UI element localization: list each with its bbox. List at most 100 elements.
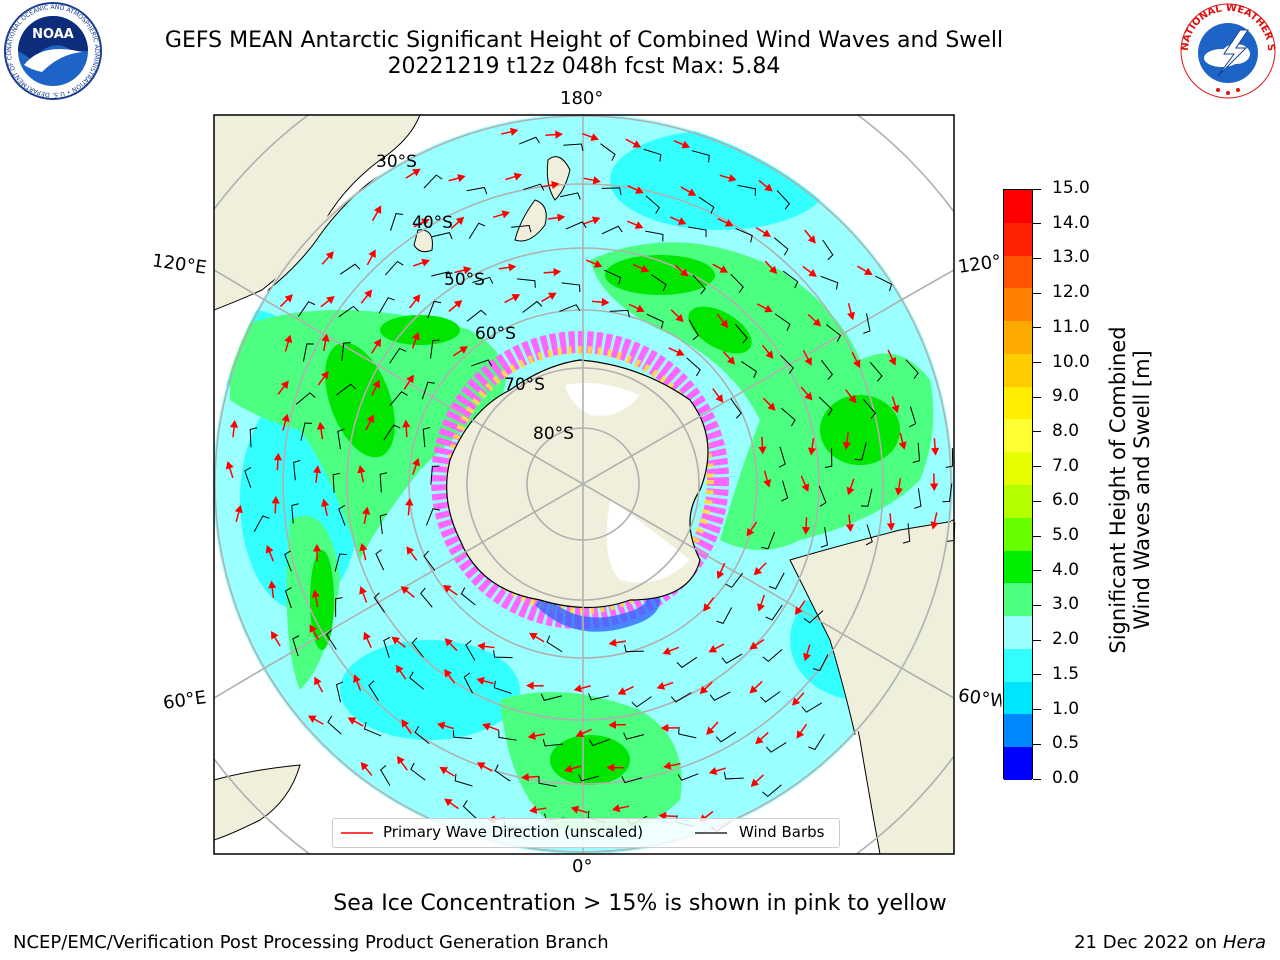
wave-arrow-head — [768, 265, 778, 275]
colorbar-tick-mark — [1033, 292, 1041, 294]
wind-barb — [735, 228, 753, 243]
wave-arrow-head — [720, 319, 729, 329]
wave-arrow-head — [273, 452, 283, 461]
wind-barb — [389, 391, 408, 406]
wind-barb — [715, 731, 737, 743]
wind-barb — [335, 597, 343, 617]
wave-arrow-head — [421, 218, 430, 227]
wave-arrow-head — [640, 264, 650, 273]
wind-barb — [914, 488, 922, 509]
colorbar-segment — [1004, 714, 1032, 748]
lat-label-60s: 60°S — [475, 324, 516, 344]
nws-logo: NATIONAL WEATHER SERVICE — [1178, 2, 1276, 99]
wind-barb — [375, 549, 385, 571]
wave-arrow-head — [746, 527, 755, 537]
colorbar-tick-label: 15.0 — [1052, 178, 1090, 198]
wind-barb — [431, 232, 453, 240]
wind-barb — [762, 649, 783, 662]
wave-arrow-head — [312, 465, 322, 474]
wave-arrow-head — [459, 346, 468, 354]
wind-barb — [295, 392, 316, 405]
wave-arrow-head — [687, 188, 697, 196]
wind-barb — [820, 275, 839, 290]
wave-arrow-head — [320, 370, 329, 380]
colorbar-tick-label: 10.0 — [1052, 351, 1090, 372]
wave-arrow-head — [444, 638, 453, 647]
wind-barb — [860, 488, 873, 507]
wind-barb — [546, 635, 563, 653]
wave-arrow-head — [675, 348, 685, 356]
wave-arrow-head — [463, 266, 472, 275]
wind-barb — [338, 504, 346, 526]
wind-barb — [332, 472, 341, 493]
host-text: Hera — [1222, 932, 1266, 953]
wind-barb — [588, 738, 610, 747]
graticule — [214, 114, 952, 854]
new-zealand-land — [514, 156, 571, 242]
wave-arrow-head — [402, 419, 411, 428]
wave-arrow-head — [366, 414, 375, 424]
wind-barb — [645, 230, 664, 242]
wind-barb — [385, 260, 404, 276]
wind-barb — [414, 725, 430, 745]
wind-barb — [389, 347, 407, 364]
wave-arrow-head — [656, 681, 666, 690]
legend-wave-label: Primary Wave Direction (unscaled) — [383, 823, 644, 841]
wind-barb — [465, 640, 476, 661]
colorbar-tick-mark — [1033, 709, 1041, 711]
wind-barb — [560, 192, 581, 200]
wind-barb — [516, 278, 536, 288]
wind-barb — [338, 305, 359, 318]
pacific-corner-land — [830, 115, 954, 230]
wind-barb — [462, 800, 477, 820]
wind-barb — [624, 644, 644, 653]
colorbar-tick-mark — [1033, 639, 1041, 641]
wind-barb — [863, 313, 871, 334]
wind-barb — [773, 237, 789, 256]
wind-barb — [300, 422, 313, 441]
wind-barb — [383, 636, 391, 658]
wind-barb — [774, 313, 791, 331]
wind-barb — [427, 300, 442, 319]
wind-barb — [781, 407, 796, 427]
wave-arrow-head — [801, 483, 810, 493]
wind-barb — [421, 381, 435, 400]
colorbar-tick-mark — [1033, 778, 1041, 780]
wave-arrow-head — [888, 357, 897, 366]
wave-arrow-head — [660, 723, 669, 733]
wave-arrow-head — [891, 404, 900, 414]
wave-arrow-head — [796, 730, 805, 739]
wave-arrow-head — [372, 379, 380, 389]
wave-arrow-head — [749, 685, 758, 694]
wave-arrow-head — [807, 447, 817, 456]
wave-arrow-head — [373, 338, 382, 348]
colorbar-segment — [1004, 353, 1032, 388]
wind-barb — [410, 762, 426, 781]
wind-barb — [678, 726, 697, 739]
wave-arrow-head — [802, 652, 811, 662]
wind-barb — [292, 635, 300, 657]
wave-arrow-head — [593, 260, 603, 268]
wind-barb — [380, 765, 391, 786]
colorbar-tick-mark — [1033, 743, 1041, 745]
sea-ice-note: Sea Ice Concentration > 15% is shown in … — [333, 891, 947, 916]
wave-arrow-head — [617, 687, 627, 695]
wave-arrow-head — [847, 311, 856, 321]
wave-arrow-head — [548, 292, 557, 301]
wave-arrow-head — [635, 186, 644, 194]
lat-label-40s: 40°S — [412, 213, 453, 233]
wind-barb — [716, 607, 733, 624]
wind-barb — [765, 604, 783, 621]
colorbar-tick-label: 2.0 — [1052, 629, 1080, 650]
colorbar-segment — [1004, 583, 1032, 617]
wind-barb — [621, 776, 643, 784]
wave-arrow-head — [726, 356, 736, 365]
wind-barb — [302, 343, 314, 362]
wind-barb — [945, 448, 954, 468]
wave-arrow-head — [439, 766, 449, 775]
wave-arrow-head — [611, 804, 621, 813]
wave-arrow-head — [280, 380, 289, 389]
wave-arrow-head — [527, 731, 536, 740]
wave-arrow-head — [716, 570, 725, 580]
